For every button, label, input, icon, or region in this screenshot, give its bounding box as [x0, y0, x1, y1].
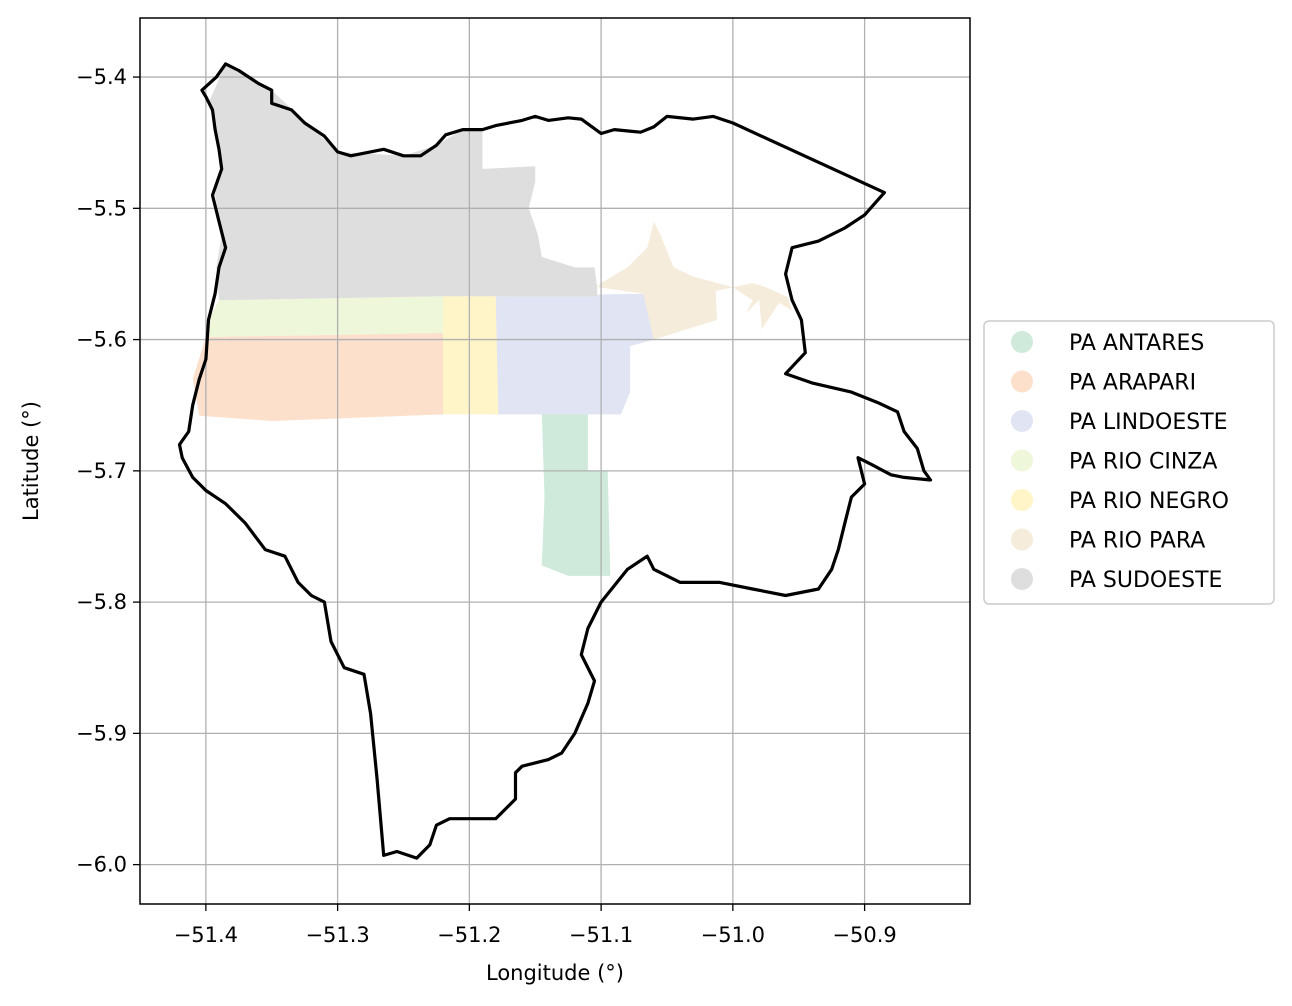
region-layer — [192, 63, 793, 576]
y-tick-label: −6.0 — [76, 853, 127, 877]
region-pa-arapari — [192, 333, 443, 421]
grid-layer — [140, 18, 970, 904]
y-tick-label: −5.4 — [76, 65, 127, 89]
y-tick-label: −5.6 — [76, 328, 127, 352]
x-tick-label: −51.4 — [174, 923, 238, 947]
x-tick-label: −51.2 — [437, 923, 501, 947]
plot-frame — [139, 17, 971, 905]
y-tick-label: −5.8 — [76, 590, 127, 614]
legend-marker — [1011, 449, 1033, 472]
region-pa-rio-cinza — [205, 296, 443, 337]
legend-label: PA ANTARES — [1069, 331, 1204, 356]
x-tick-label: −51.0 — [701, 923, 765, 947]
y-tick-label: −5.9 — [76, 721, 127, 745]
region-pa-lindoeste — [495, 293, 654, 415]
legend-label: PA LINDOESTE — [1069, 410, 1228, 435]
region-pa-antares — [541, 411, 611, 576]
legend-label: PA RIO PARA — [1069, 529, 1205, 554]
tick-layer: −51.4 −51.3 −51.2 −51.1 −51.0 −50.9 −5.4 −5.5 −5… — [76, 65, 897, 947]
y-tick-label: −5.7 — [76, 459, 127, 483]
region-pa-rio-negro — [443, 296, 499, 415]
legend-label: PA ARAPARI — [1069, 371, 1196, 396]
legend-marker — [1011, 528, 1033, 551]
region-pa-rio-para — [597, 221, 793, 340]
legend-label: PA SUDOESTE — [1069, 568, 1222, 593]
x-tick-label: −51.1 — [569, 923, 633, 947]
legend-label: PA RIO CINZA — [1069, 450, 1217, 475]
y-tick-label: −5.5 — [76, 196, 127, 220]
legend-marker — [1011, 331, 1033, 353]
x-tick-label: −50.9 — [832, 923, 896, 947]
legend-label: PA RIO NEGRO — [1069, 489, 1229, 514]
legend: PA ANTARES PA ARAPARI PA LINDOESTE PA RIO C… — [983, 320, 1275, 605]
y-axis-label: Latitude (°) — [19, 401, 43, 521]
legend-marker — [1011, 568, 1033, 590]
municipality-boundary — [177, 62, 933, 860]
legend-marker — [1011, 370, 1033, 393]
legend-frame — [983, 320, 1275, 605]
legend-marker — [1011, 410, 1033, 432]
x-tick-label: −51.3 — [305, 923, 369, 947]
legend-marker — [1011, 489, 1033, 511]
x-axis-label: Longitude (°) — [486, 961, 624, 985]
boundary-layer — [177, 62, 933, 860]
